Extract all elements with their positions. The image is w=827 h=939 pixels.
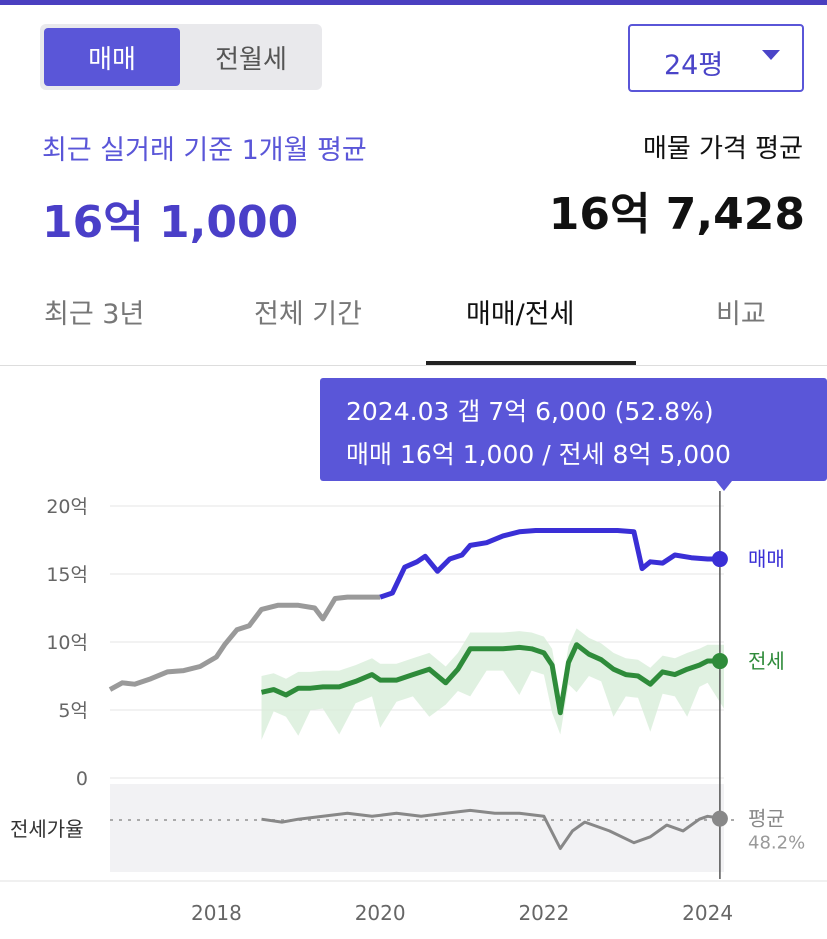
ratio-line [261, 808, 725, 850]
chevron-down-icon [762, 50, 780, 60]
y-tick-label: 10억 [46, 632, 88, 654]
tab-all-period[interactable]: 전체 기간 [254, 299, 362, 330]
tab-sale-jeonse[interactable]: 매매/전세 [466, 299, 575, 330]
lease-toggle-button[interactable]: 전월세 [215, 44, 287, 75]
x-tick-label: 2020 [355, 901, 406, 925]
tooltip-arrow [716, 481, 732, 491]
series-end-label: 전세 [748, 649, 785, 673]
active-tab-underline [426, 361, 636, 365]
tooltip-gap-line: 2024.03 갭 7억 6,000 (52.8%) [346, 397, 714, 426]
tab-recent-3y[interactable]: 최근 3년 [44, 299, 145, 330]
tooltip-price-line: 매매 16억 1,000 / 전세 8억 5,000 [346, 440, 731, 469]
ratio-row-label: 전세가율 [10, 817, 84, 841]
y-tick-label: 0 [76, 768, 88, 790]
recent-trade-value: 16억 1,000 [42, 197, 299, 248]
ratio-band [110, 784, 724, 872]
listing-avg-value: 16억 7,428 [548, 189, 805, 240]
x-tick-label: 2022 [518, 901, 569, 925]
chart-svg: 20억 15억 10억 5억 0 전세가율 2018 2020 2022 2024 매매전세평균48… [0, 491, 827, 925]
top-accent-bar [0, 0, 827, 5]
x-tick-label: 2024 [682, 901, 733, 925]
sale-history-line [108, 594, 381, 692]
series-end-label: 매매 [748, 547, 785, 571]
sale-line [379, 528, 724, 600]
jeonse-line [260, 642, 724, 716]
tab-compare[interactable]: 비교 [716, 299, 766, 330]
y-tick-label: 5억 [58, 700, 88, 722]
y-tick-label: 20억 [46, 496, 88, 518]
ratio-end-marker [711, 810, 728, 827]
listing-avg-label: 매물 가격 평균 [642, 134, 803, 164]
y-tick-label: 15억 [46, 564, 88, 586]
jeonse-range-band [261, 628, 724, 740]
size-select[interactable]: 24평 [628, 24, 804, 92]
recent-trade-label: 최근 실거래 기준 1개월 평균 [42, 135, 367, 166]
deal-type-toggle: 매매 전월세 [40, 24, 322, 90]
chart-tooltip: 2024.03 갭 7억 6,000 (52.8%) 매매 16억 1,000 … [320, 378, 827, 491]
sale-toggle-button[interactable]: 매매 [44, 28, 180, 86]
ratio-value-label: 48.2% [748, 833, 805, 854]
x-tick-label: 2018 [191, 901, 242, 925]
series-end-label: 평균 [748, 807, 785, 831]
sale-end-marker [711, 551, 728, 568]
period-tabs: 최근 3년 전체 기간 매매/전세 비교 [0, 268, 827, 366]
size-select-value: 24평 [664, 50, 724, 81]
jeonse-end-marker [711, 653, 728, 670]
